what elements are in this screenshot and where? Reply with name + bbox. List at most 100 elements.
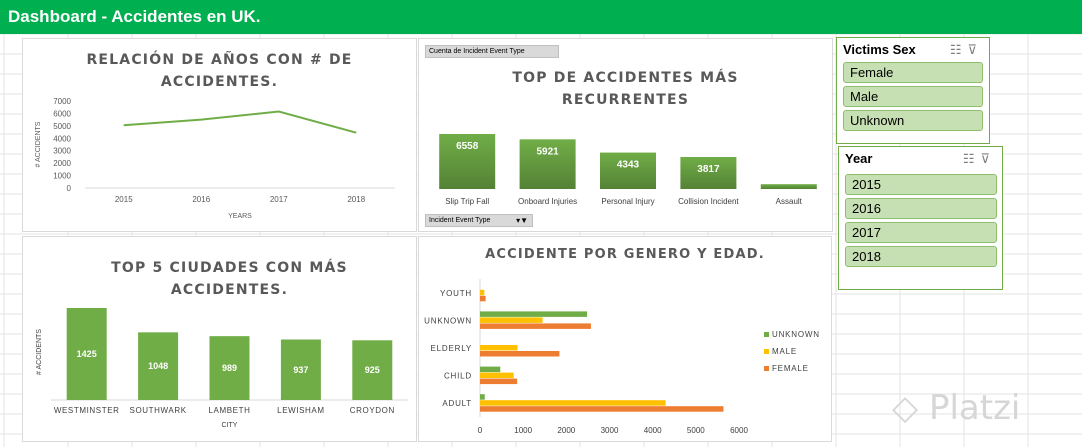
bar[interactable] — [480, 289, 485, 296]
slicer-item-2016[interactable]: 2016 — [845, 198, 997, 219]
x-tick-label: 4000 — [644, 426, 662, 435]
bar[interactable] — [439, 134, 496, 189]
multi-select-icon[interactable]: ☷ — [949, 42, 968, 57]
bar[interactable] — [480, 311, 588, 317]
filter-dropdown-icon[interactable]: ▾▼ — [516, 216, 528, 225]
platzi-watermark: ◇ Platzi — [892, 388, 1021, 428]
multi-select-icon[interactable]: ☷ — [962, 151, 981, 166]
legend-swatch — [764, 366, 769, 371]
bar-data-label: 574 — [780, 191, 797, 202]
y-tick-label: ADULT — [442, 399, 472, 408]
gender-age-panel[interactable]: ACCIDENTE POR GENERO Y EDAD. 0 1000 2000 30… — [418, 236, 832, 442]
x-tick-label: Slip Trip Fall — [445, 197, 489, 206]
bar[interactable] — [66, 308, 107, 400]
legend-label: UNKNOWN — [772, 330, 820, 339]
year-slicer[interactable]: Year ☷⊽ 2015 2016 2017 2018 — [838, 146, 1003, 290]
victims-sex-slicer-title: Victims Sex — [843, 42, 916, 57]
bar[interactable] — [352, 340, 393, 400]
slicer-item-2018[interactable]: 2018 — [845, 246, 997, 267]
y-tick-label: 3000 — [53, 147, 71, 156]
legend-swatch — [764, 349, 769, 354]
bar[interactable] — [480, 366, 501, 373]
gender-age-bar-chart: 0 1000 2000 3000 4000 5000 6000 YOUTH UNKNOWN ELD… — [424, 279, 820, 435]
y-axis-title: # ACCIDENTS — [36, 329, 43, 375]
cities-chart-title: TOP 5 CIUDADES CON MÁS ACCIDENTES. — [111, 260, 348, 298]
legend-label: MALE — [772, 347, 797, 356]
x-axis-title: CITY — [222, 422, 238, 429]
bar[interactable] — [138, 332, 179, 400]
slicer-item-female[interactable]: Female — [843, 62, 983, 83]
y-tick-label: 5000 — [53, 122, 71, 131]
x-tick-label: 1000 — [514, 426, 532, 435]
bar-data-label: 989 — [222, 363, 237, 373]
x-tick-label: 2000 — [557, 426, 575, 435]
bar[interactable] — [480, 345, 518, 351]
top-accidents-panel[interactable]: Cuenta de Incident Event Type TOP DE ACC… — [418, 38, 833, 232]
bar[interactable] — [480, 295, 486, 302]
pivot-field-button[interactable]: Cuenta de Incident Event Type — [425, 45, 559, 58]
y-tick-label: 4000 — [53, 134, 71, 143]
slicer-item-male[interactable]: Male — [843, 86, 983, 107]
clear-filter-icon[interactable]: ⊽ — [967, 42, 983, 57]
bar[interactable] — [209, 336, 250, 400]
x-tick-label: 2018 — [347, 195, 365, 204]
year-slicer-title: Year — [845, 151, 873, 166]
bar[interactable] — [519, 139, 576, 189]
bar[interactable] — [480, 351, 560, 357]
bar-data-label: 3817 — [697, 164, 720, 175]
bar[interactable] — [600, 152, 656, 189]
y-tick-label: 7000 — [53, 97, 71, 106]
bar-data-label: 4343 — [617, 160, 640, 171]
legend-swatch — [764, 332, 769, 337]
y-tick-label: YOUTH — [440, 289, 472, 298]
y-tick-label: 0 — [67, 184, 72, 193]
y-tick-label: 2000 — [53, 159, 71, 168]
bar[interactable] — [480, 406, 724, 412]
victims-sex-slicer[interactable]: Victims Sex ☷⊽ Female Male Unknown — [836, 37, 990, 144]
x-tick-label: LEWISHAM — [277, 406, 324, 415]
y-tick-label: CHILD — [444, 372, 472, 381]
bar[interactable] — [480, 378, 518, 385]
top-accidents-bar-chart: 6558 Slip Trip Fall 5921 Onboard Injuries 43… — [439, 134, 817, 206]
bar-data-label: 1048 — [148, 361, 168, 371]
slicer-item-2015[interactable]: 2015 — [845, 174, 997, 195]
x-tick-label: SOUTHWARK — [130, 406, 187, 415]
slicer-item-unknown[interactable]: Unknown — [843, 110, 983, 131]
x-axis-title: YEARS — [228, 213, 252, 220]
x-tick-label: 6000 — [730, 426, 748, 435]
bar[interactable] — [480, 372, 514, 379]
y-axis-title: # ACCIDENTS — [35, 121, 42, 167]
cities-chart-panel[interactable]: TOP 5 CIUDADES CON MÁS ACCIDENTES. 1425 W… — [22, 236, 417, 442]
bar-data-label: 937 — [293, 365, 308, 375]
bar[interactable] — [760, 184, 817, 189]
x-tick-label: WESTMINSTER — [54, 406, 120, 415]
pivot-filter-label: Incident Event Type — [429, 217, 491, 224]
series-line — [123, 110, 357, 134]
x-tick-label: 2016 — [192, 195, 210, 204]
bar-data-label: 5921 — [536, 146, 559, 157]
bar[interactable] — [280, 339, 321, 400]
bar[interactable] — [480, 317, 543, 323]
years-chart-panel[interactable]: RELACIÓN DE AÑOS CON # DE ACCIDENTES. 0 1… — [22, 38, 417, 232]
bar[interactable] — [480, 394, 485, 400]
gender-age-title: ACCIDENTE POR GENERO Y EDAD. — [485, 247, 765, 262]
x-tick-label: 3000 — [601, 426, 619, 435]
y-tick-label: UNKNOWN — [424, 316, 472, 325]
years-line-chart: 0 1000 2000 3000 4000 5000 6000 7000 2015 2016 201… — [35, 97, 395, 220]
bar[interactable] — [480, 400, 666, 406]
dashboard-title: Dashboard - Accidentes en UK. — [0, 0, 1082, 34]
slicer-item-2017[interactable]: 2017 — [845, 222, 997, 243]
x-tick-label: Collision Incident — [678, 197, 739, 206]
cities-bar-chart: 1425 WESTMINSTER 1048 SOUTHWARK 989 LAMBETH 93… — [36, 308, 408, 429]
y-tick-label: ELDERLY — [431, 344, 472, 353]
legend-label: FEMALE — [772, 364, 809, 373]
x-tick-label: 2017 — [270, 195, 288, 204]
clear-filter-icon[interactable]: ⊽ — [980, 151, 996, 166]
bar-data-label: 6558 — [456, 141, 479, 152]
bar[interactable] — [680, 156, 737, 189]
y-tick-label: 1000 — [53, 172, 71, 181]
pivot-filter-button[interactable]: Incident Event Type ▾▼ — [425, 214, 533, 227]
bar[interactable] — [480, 323, 591, 329]
years-chart-title: RELACIÓN DE AÑOS CON # DE ACCIDENTES. — [86, 52, 353, 90]
platzi-watermark-text: Platzi — [928, 388, 1021, 428]
